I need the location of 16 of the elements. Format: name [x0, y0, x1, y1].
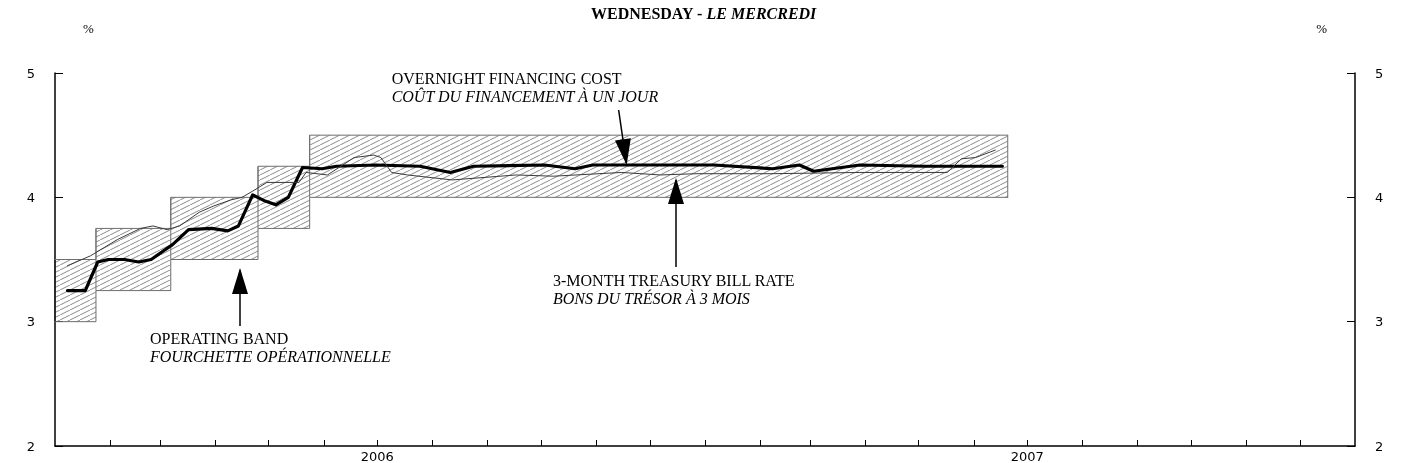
- y2-tick-label: 2: [1375, 438, 1384, 454]
- y2-tick-label: 4: [1375, 189, 1384, 205]
- x-tick-label: 2006: [360, 449, 394, 463]
- annotation: 3-MONTH TREASURY BILL RATE BONS DU TRÉSOR À 3 MOIS: [553, 272, 795, 308]
- y2-axis-title: %: [1316, 21, 1328, 36]
- y-tick-label: 3: [26, 314, 35, 330]
- x-tick-label: 2007: [1010, 449, 1044, 463]
- y-tick-label: 4: [26, 189, 35, 205]
- y-axis-title: %: [83, 21, 94, 36]
- y-tick-label: 5: [26, 65, 35, 81]
- chart-title: WEDNESDAY - LE MERCREDI: [590, 4, 818, 22]
- y-tick-label: 2: [26, 438, 35, 454]
- annotation: OPERATING BAND FOURCHETTE OPÉRATIONNELLE: [150, 330, 391, 366]
- y2-tick-label: 3: [1375, 314, 1384, 330]
- annotation: OVERNIGHT FINANCING COST COÛT DU FINANCEMENT À UN JOUR: [391, 70, 659, 106]
- y2-tick-label: 5: [1375, 65, 1384, 81]
